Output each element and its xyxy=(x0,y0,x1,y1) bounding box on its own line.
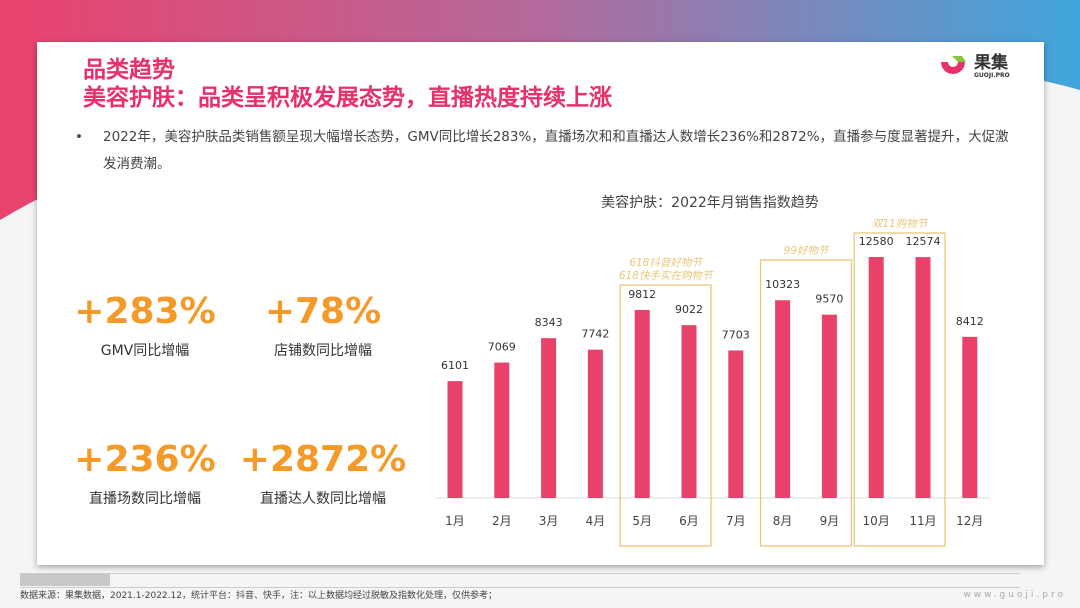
annotation-box xyxy=(619,284,712,547)
kpi-value: +78% xyxy=(264,291,382,332)
data-label: 10323 xyxy=(765,278,800,291)
kpi-value: +236% xyxy=(74,439,216,480)
kpi-gmv: +283% GMV同比增幅 xyxy=(55,292,235,360)
data-label: 8343 xyxy=(535,316,563,329)
data-label: 6101 xyxy=(441,359,469,372)
bar-7 xyxy=(728,350,744,498)
kpi-label: 直播达人数同比增幅 xyxy=(260,491,386,507)
annotation-label: 双11购物节 xyxy=(872,218,929,230)
divider xyxy=(20,587,1020,588)
logo: 果集 GUOJI.PRO xyxy=(938,54,1010,80)
data-label: 7742 xyxy=(581,328,609,341)
tick-label: 3月 xyxy=(539,514,559,528)
kpi-label: 店铺数同比增幅 xyxy=(274,343,372,359)
tick-label: 5月 xyxy=(632,514,652,528)
annotation-box xyxy=(853,232,946,547)
data-label: 9022 xyxy=(675,303,703,316)
tick-label: 11月 xyxy=(909,514,936,528)
annotation-label: 99好物节 xyxy=(784,245,830,257)
footer-bar xyxy=(20,574,110,586)
bar-11 xyxy=(915,257,931,498)
bar-9 xyxy=(821,314,837,498)
tick-label: 10月 xyxy=(863,514,890,528)
data-source: 数据来源：果集数据，2021.1-2022.12，统计平台：抖音、快手，注：以上… xyxy=(20,591,497,601)
tick-label: 6月 xyxy=(679,514,699,528)
kpi-stores: +78% 店铺数同比增幅 xyxy=(233,292,413,360)
kpi-label: 直播场数同比增幅 xyxy=(89,491,201,507)
data-label: 12580 xyxy=(859,235,894,248)
data-label: 7069 xyxy=(488,341,516,354)
bar-2 xyxy=(494,362,510,498)
tick-label: 12月 xyxy=(956,514,983,528)
footer-url: www.guoji.pro xyxy=(963,590,1066,600)
kpi-live-creators: +2872% 直播达人数同比增幅 xyxy=(233,440,413,508)
bar-6 xyxy=(681,325,697,498)
data-label: 12574 xyxy=(906,235,941,248)
kpi-value: +2872% xyxy=(239,439,407,480)
tick-label: 2月 xyxy=(492,514,512,528)
tick-label: 9月 xyxy=(820,514,840,528)
tick-label: 4月 xyxy=(586,514,606,528)
annotation-box xyxy=(759,259,853,547)
chart-title: 美容护肤：2022年月销售指数趋势 xyxy=(601,195,819,211)
tick-label: 7月 xyxy=(726,514,746,528)
kpi-label: GMV同比增幅 xyxy=(100,343,190,359)
annotation-label: 618抖音好物节 xyxy=(629,257,703,269)
kpi-live-sessions: +236% 直播场数同比增幅 xyxy=(55,440,235,508)
kpi-value: +283% xyxy=(74,291,216,332)
bar-4 xyxy=(587,349,603,498)
logo-sub: GUOJI.PRO xyxy=(974,72,1010,79)
tick-label: 1月 xyxy=(445,514,465,528)
page-title: 品类趋势 xyxy=(83,57,175,83)
bar-12 xyxy=(962,336,978,498)
logo-name: 果集 xyxy=(974,53,1008,73)
bar-8 xyxy=(775,300,791,498)
data-label: 9570 xyxy=(815,293,843,306)
logo-icon xyxy=(941,56,966,74)
data-label: 7703 xyxy=(722,328,750,341)
bar-3 xyxy=(541,338,557,498)
annotation-label: 618快手实在购物节 xyxy=(619,270,714,282)
bar-5 xyxy=(634,310,650,498)
page-subtitle: 美容护肤：品类呈积极发展态势，直播热度持续上涨 xyxy=(83,85,612,111)
data-label: 9812 xyxy=(628,288,656,301)
bar-1 xyxy=(447,381,463,498)
tick-label: 8月 xyxy=(773,514,793,528)
bar-10 xyxy=(868,257,884,498)
data-label: 8412 xyxy=(956,315,984,328)
summary-bullet: 2022年，美容护肤品类销售额呈现大幅增长态势，GMV同比增长283%，直播场次… xyxy=(75,124,1015,178)
divider xyxy=(20,573,1020,574)
